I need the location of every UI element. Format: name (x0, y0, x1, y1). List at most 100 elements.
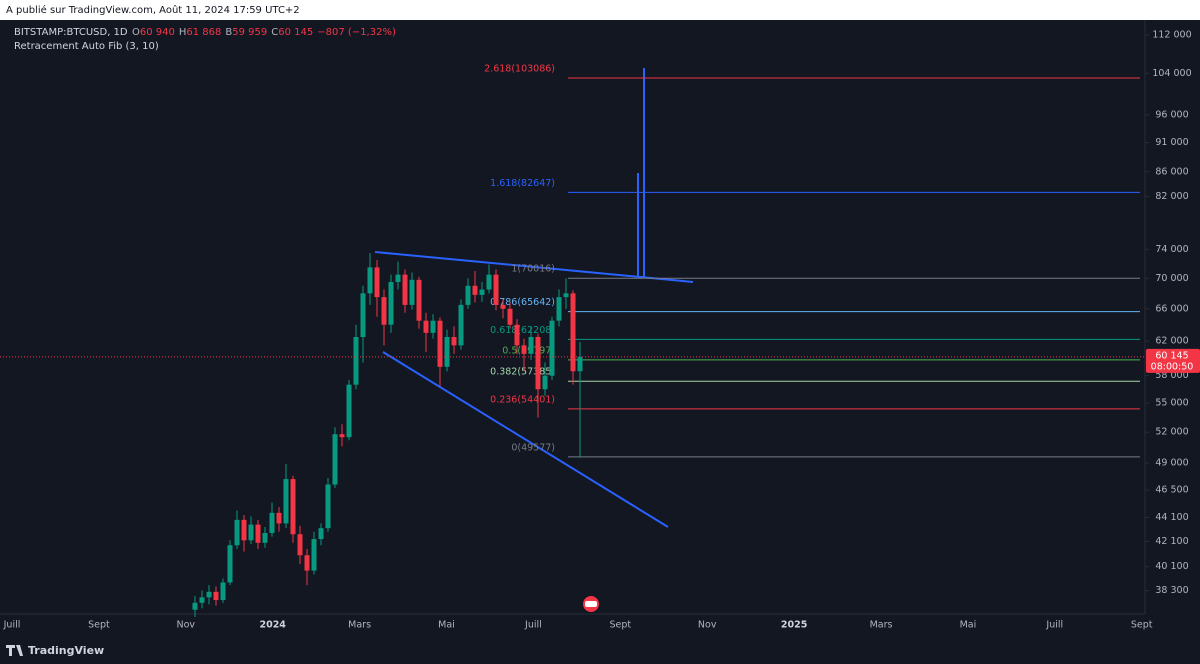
candle-body (542, 375, 548, 390)
x-tick-label: Sept (609, 620, 631, 631)
candle-body (374, 267, 380, 298)
publish-bar (0, 0, 1200, 20)
ohlc-value: 61 868 (186, 27, 221, 38)
y-tick-label: 112 000 (1152, 30, 1191, 41)
candle-body (304, 555, 310, 571)
ohlc-key: B (225, 27, 232, 38)
footer (0, 636, 1200, 664)
candle-body (451, 336, 457, 346)
y-tick-label: 86 000 (1155, 166, 1188, 177)
y-tick-label: 82 000 (1155, 191, 1188, 202)
x-tick-label: 2024 (259, 620, 286, 631)
y-tick-label: 91 000 (1155, 137, 1188, 148)
candle-body (290, 479, 296, 535)
fib-label: 0.382(57385) (490, 367, 555, 378)
ohlc-value: 59 959 (232, 27, 267, 38)
x-tick-label: Mai (438, 620, 455, 631)
candle-body (535, 336, 541, 390)
candle-body (213, 591, 219, 601)
candle-body (346, 384, 352, 438)
fib-label: 0.786(65642) (490, 297, 555, 308)
x-tick-label: 2025 (781, 620, 807, 631)
candle-body (409, 279, 415, 305)
candle-body (234, 519, 240, 546)
candle-body (465, 285, 471, 305)
candle-body (556, 297, 562, 321)
y-tick-label: 49 000 (1155, 457, 1188, 468)
candle-body (528, 336, 534, 354)
x-tick-label: Juill (1045, 620, 1063, 631)
candle-body (262, 532, 268, 543)
candle-body (227, 545, 233, 583)
candle-body (570, 293, 576, 372)
ohlc-key: O (132, 27, 140, 38)
candle-body (311, 539, 317, 571)
y-tick-label: 46 500 (1155, 485, 1188, 496)
x-tick-label: Mai (960, 620, 977, 631)
candle-body (423, 320, 429, 333)
candle-body (381, 297, 387, 325)
publish-info: A publié sur TradingView.com, Août 11, 2… (6, 4, 300, 16)
y-tick-label: 62 000 (1155, 336, 1188, 347)
candle-body (507, 308, 513, 325)
fib-label: 1.618(82647) (490, 178, 555, 189)
y-tick-label: 70 000 (1155, 273, 1188, 284)
candle-body (192, 602, 198, 610)
x-tick-label: Juill (3, 620, 21, 631)
candle-body (395, 274, 401, 283)
candle-body (472, 285, 478, 295)
candle-body (563, 293, 569, 298)
ohlc-values: O60 940 H61 868 B59 959 C60 145 −807 (−1,32%… (132, 27, 396, 38)
candle-body (458, 304, 464, 346)
candle-body (199, 597, 205, 603)
x-tick-label: Sept (88, 620, 110, 631)
x-tick-label: Nov (698, 620, 717, 631)
candle-body (276, 512, 282, 524)
candle-body (318, 528, 324, 540)
ohlc-value: 60 145 (278, 27, 313, 38)
candle-body (241, 519, 247, 541)
x-tick-label: Mars (348, 620, 371, 631)
y-tick-label: 58 000 (1155, 370, 1188, 381)
ohlc-key: C (271, 27, 278, 38)
candle-body (283, 479, 289, 524)
indicator: Retracement Auto Fib (3, 10) (14, 41, 159, 52)
y-tick-label: 104 000 (1152, 68, 1191, 79)
x-tick-label: Nov (177, 620, 196, 631)
fib-label: 1(70016) (511, 264, 555, 275)
candle-body (402, 274, 408, 305)
y-tick-label: 96 000 (1155, 109, 1188, 120)
last-price-label: 60 145 (1155, 350, 1188, 361)
y-tick-label: 38 300 (1155, 585, 1188, 596)
candle-body (388, 282, 394, 325)
candle-body (430, 320, 436, 333)
x-tick-label: Sept (1131, 620, 1153, 631)
fib-label: 0(49577) (511, 442, 555, 453)
y-tick-label: 52 000 (1155, 427, 1188, 438)
y-tick-label: 55 000 (1155, 398, 1188, 409)
candle-body (521, 345, 527, 354)
y-tick-label: 40 100 (1155, 561, 1188, 572)
candle-body (248, 524, 254, 541)
candle-body (549, 320, 555, 376)
candle-body (500, 304, 506, 309)
trend-line (382, 351, 669, 528)
candle-body (353, 336, 359, 385)
candle-body (255, 524, 261, 543)
symbol: BITSTAMP:BTCUSD, 1D (14, 27, 128, 38)
candle-body (444, 336, 450, 367)
y-tick-label: 74 000 (1155, 244, 1188, 255)
fib-label: 2.618(103086) (484, 63, 555, 74)
candle-body (514, 324, 520, 346)
x-tick-label: Juill (524, 620, 542, 631)
y-tick-label: 66 000 (1155, 303, 1188, 314)
ohlc-value: 60 940 (140, 27, 175, 38)
event-icon-flag (585, 601, 597, 607)
countdown: 08:00:50 (1151, 361, 1194, 372)
ohlc-key: H (179, 27, 187, 38)
candle-body (360, 293, 366, 337)
candle-body (220, 582, 226, 601)
